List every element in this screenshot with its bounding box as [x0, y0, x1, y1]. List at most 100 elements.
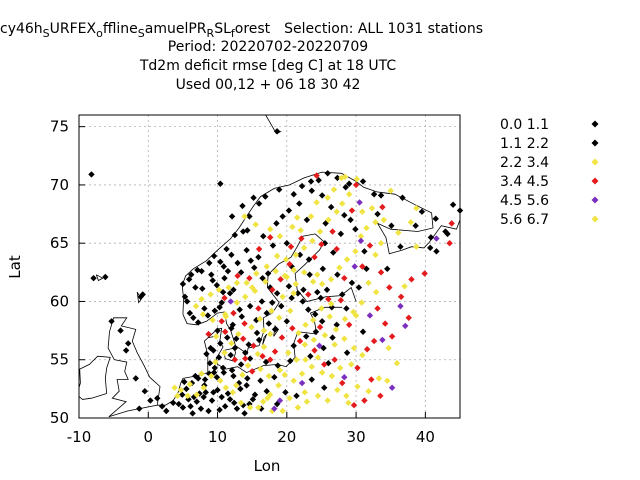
station-point [413, 205, 420, 212]
station-point [289, 325, 296, 332]
station-point [311, 253, 318, 261]
station-point [171, 384, 178, 391]
station-point [262, 358, 270, 366]
legend-label: 4.5 5.6 [500, 193, 549, 209]
x-tick-label: 10 [208, 428, 227, 446]
station-point [341, 374, 348, 381]
station-point [233, 382, 240, 389]
station-point [234, 272, 241, 280]
station-point [199, 311, 207, 318]
station-point [102, 273, 109, 281]
station-point [254, 350, 261, 358]
station-point [351, 263, 358, 270]
station-point [309, 237, 316, 245]
station-point [257, 377, 264, 384]
station-point [201, 305, 208, 312]
station-point [297, 227, 304, 234]
station-point [179, 404, 187, 411]
station-point [292, 280, 300, 288]
legend-label: 5.6 6.7 [500, 212, 549, 228]
title-experiment: cy46h [0, 21, 43, 37]
station-point [315, 177, 322, 184]
station-point [327, 276, 335, 283]
station-point [282, 256, 290, 263]
station-point [239, 335, 247, 342]
station-point [310, 336, 318, 344]
station-point [345, 321, 353, 328]
station-point [233, 335, 240, 342]
x-tick-label: 20 [277, 428, 296, 446]
station-point [186, 381, 194, 388]
station-point [286, 260, 293, 268]
station-point [294, 214, 301, 221]
station-point [352, 312, 360, 319]
station-point [266, 356, 274, 363]
x-tick-label: -10 [67, 428, 92, 446]
station-point [264, 394, 271, 402]
station-point [219, 364, 227, 372]
station-point [224, 390, 232, 397]
station-point [210, 252, 218, 260]
station-point [432, 215, 439, 222]
station-point [301, 389, 309, 396]
station-point [242, 349, 249, 356]
station-point [289, 223, 296, 231]
station-point [312, 328, 320, 335]
station-point [318, 369, 326, 376]
station-point [444, 230, 451, 238]
station-point [188, 271, 195, 278]
station-point [352, 181, 360, 189]
station-point [275, 186, 283, 193]
station-point [201, 376, 209, 383]
station-point [192, 302, 200, 310]
station-point [320, 344, 327, 352]
station-point [250, 194, 257, 201]
station-point [316, 228, 324, 235]
station-point [308, 187, 315, 194]
station-point [327, 300, 335, 307]
station-point [313, 199, 320, 206]
station-point [248, 368, 256, 375]
station-point [223, 245, 230, 253]
station-point [294, 290, 302, 297]
station-point [255, 200, 263, 207]
station-point [273, 290, 281, 297]
station-point [285, 349, 292, 356]
station-point [377, 239, 385, 247]
station-point [221, 294, 228, 302]
station-point [269, 286, 276, 294]
station-point [206, 259, 213, 267]
station-point [218, 299, 225, 306]
station-point [251, 391, 259, 398]
legend-label: 0.0 1.1 [500, 117, 549, 133]
station-point [147, 397, 154, 404]
station-point [283, 239, 291, 247]
station-point [352, 248, 359, 255]
station-point [247, 257, 254, 264]
station-point [347, 216, 354, 224]
station-point [199, 285, 206, 292]
y-tick-label: 60 [50, 292, 69, 310]
coastline-path [262, 333, 268, 345]
station-point [243, 246, 250, 254]
station-point [174, 392, 181, 400]
station-point [198, 370, 205, 377]
station-point [259, 353, 266, 360]
station-point [221, 328, 229, 335]
station-point [337, 297, 345, 304]
station-point [306, 271, 313, 278]
station-point [262, 278, 269, 285]
plot-frame [78, 114, 461, 419]
station-point [363, 265, 370, 273]
station-point [348, 361, 355, 368]
station-point [357, 233, 365, 240]
station-point [343, 349, 351, 356]
station-point [255, 404, 262, 411]
station-point [333, 321, 340, 328]
station-point [193, 398, 200, 405]
station-point [244, 375, 251, 382]
station-point [366, 312, 374, 319]
station-point [194, 319, 202, 326]
station-point [290, 191, 297, 198]
station-point [385, 344, 392, 352]
